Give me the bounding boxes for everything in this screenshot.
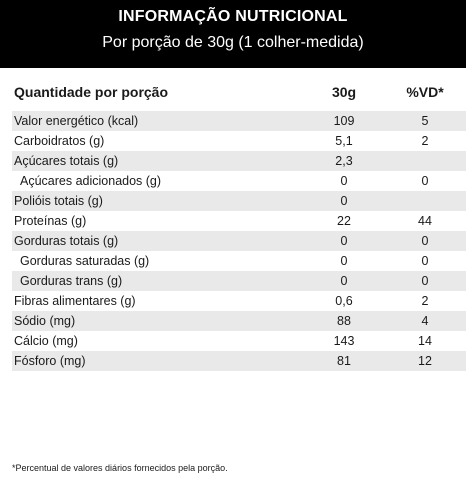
nutrient-amount: 5,1: [335, 134, 353, 148]
footnote: *Percentual de valores diários fornecido…: [12, 463, 228, 473]
nutrient-name: Sódio (mg): [14, 314, 76, 328]
nutrient-dv: 0: [421, 274, 429, 288]
nutrient-amount: 0,6: [335, 294, 353, 308]
table-row: Valor energético (kcal) 109 5: [12, 111, 466, 131]
nutrient-amount: 0: [340, 254, 348, 268]
nutrition-rows: Valor energético (kcal) 109 5 Carboidratos …: [12, 111, 466, 371]
column-headers: Quantidade por porção 30g %VD*: [0, 84, 466, 104]
nutrient-name: Açúcares adicionados (g): [20, 174, 162, 188]
nutrient-name: Proteínas (g): [14, 214, 87, 228]
nutrient-dv: 2: [421, 134, 429, 148]
table-row: Açúcares adicionados (g) 0 0: [12, 171, 466, 191]
column-header-dv: %VD*: [406, 84, 444, 100]
table-row: Gorduras trans (g) 0 0: [12, 271, 466, 291]
table-row: Fósforo (mg) 81 12: [12, 351, 466, 371]
nutrient-dv: 2: [421, 294, 429, 308]
nutrient-dv: 5: [421, 114, 429, 128]
table-row: Polióis totais (g) 0: [12, 191, 466, 211]
nutrient-name: Gorduras saturadas (g): [20, 254, 150, 268]
nutrient-dv: 14: [418, 334, 432, 348]
nutrient-dv: 12: [418, 354, 432, 368]
table-row: Proteínas (g) 22 44: [12, 211, 466, 231]
nutrient-amount: 0: [340, 174, 348, 188]
nutrient-dv: 44: [418, 214, 432, 228]
table-row: Carboidratos (g) 5,1 2: [12, 131, 466, 151]
nutrient-amount: 88: [337, 314, 351, 328]
nutrient-name: Carboidratos (g): [14, 134, 105, 148]
nutrient-dv: 0: [421, 234, 429, 248]
serving-size: Por porção de 30g (1 colher-medida): [102, 34, 364, 51]
table-row: Açúcares totais (g) 2,3: [12, 151, 466, 171]
nutrient-amount: 143: [333, 334, 355, 348]
nutrient-name: Cálcio (mg): [14, 334, 78, 348]
table-row: Fibras alimentares (g) 0,6 2: [12, 291, 466, 311]
nutrient-name: Polióis totais (g): [14, 194, 103, 208]
table-row: Gorduras saturadas (g) 0 0: [12, 251, 466, 271]
nutrient-name: Gorduras totais (g): [14, 234, 119, 248]
nutrient-name: Fósforo (mg): [14, 354, 86, 368]
nutrient-amount: 0: [340, 194, 348, 208]
nutrient-amount: 81: [337, 354, 351, 368]
nutrient-name: Açúcares totais (g): [14, 154, 119, 168]
table-header: INFORMAÇÃO NUTRICIONAL Por porção de 30g…: [0, 0, 466, 68]
nutrient-name: Gorduras trans (g): [20, 274, 123, 288]
nutrient-amount: 2,3: [335, 154, 353, 168]
nutrient-dv: 0: [421, 254, 429, 268]
nutrient-amount: 0: [340, 274, 348, 288]
table-row: Gorduras totais (g) 0 0: [12, 231, 466, 251]
table-title: INFORMAÇÃO NUTRICIONAL: [118, 8, 348, 25]
table-row: Cálcio (mg) 143 14: [12, 331, 466, 351]
nutrient-name: Valor energético (kcal): [14, 114, 139, 128]
column-header-name: Quantidade por porção: [14, 84, 169, 100]
table-row: Sódio (mg) 88 4: [12, 311, 466, 331]
nutrient-name: Fibras alimentares (g): [14, 294, 136, 308]
nutrient-dv: 0: [421, 174, 429, 188]
nutrient-dv: 4: [421, 314, 429, 328]
column-header-amount: 30g: [331, 84, 357, 100]
nutrient-amount: 109: [333, 114, 355, 128]
nutrient-amount: 0: [340, 234, 348, 248]
nutrient-amount: 22: [337, 214, 351, 228]
